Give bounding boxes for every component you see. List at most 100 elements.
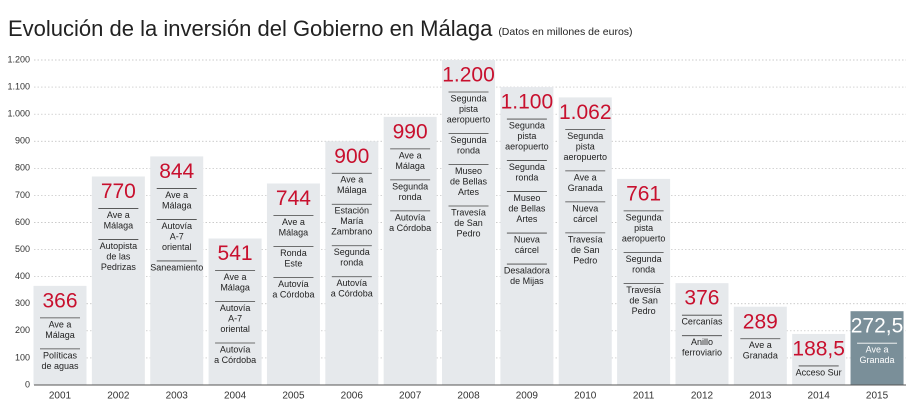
y-tick-label: 400 [15,271,30,281]
x-tick-label: 2013 [749,391,772,402]
y-tick-label: 600 [15,217,30,227]
x-tick-label: 2003 [166,391,189,402]
note-text: Autovía [278,279,309,289]
note-text: cárcel [515,245,539,255]
note-text: aeropuerto [447,114,491,124]
note-text: Segunda [567,131,603,141]
note-text: Segunda [450,135,486,145]
note-text: Pedro [632,306,656,316]
note-text: A-7 [228,313,242,323]
bar [792,333,846,385]
note-text: Autovía [337,278,368,288]
note-text: Pedro [457,228,481,238]
note-text: Segunda [509,120,545,130]
note-text: Nueva [572,203,598,213]
x-tick-label: 2015 [866,391,889,402]
value-label: 541 [218,242,253,265]
note-text: Ronda [280,248,307,258]
note-text: Artes [516,214,538,224]
note-text: Málaga [395,161,425,171]
value-label: 770 [101,180,136,203]
bar [266,183,320,385]
bar [91,176,145,385]
note-text: Autopista [100,241,138,251]
note-text: Pedrizas [101,262,137,272]
value-label: 761 [626,182,661,205]
note-text: oriental [220,324,250,334]
y-tick-label: 1.000 [7,109,30,119]
note-text: ronda [457,145,480,155]
note-text: Segunda [626,212,662,222]
note-text: de San [571,245,600,255]
note-text: de Bellas [450,176,488,186]
note-text: Museo [513,193,540,203]
note-text: de aguas [41,361,79,371]
note-text: Granada [860,355,895,365]
note-text: Málaga [162,200,192,210]
note-text: Pedro [573,255,597,265]
note-text: Segunda [450,93,486,103]
bar [208,238,262,385]
y-tick-label: 100 [15,352,30,362]
value-label: 1.100 [501,91,554,114]
value-label: 990 [393,120,428,143]
x-tick-label: 2004 [224,391,247,402]
note-text: pista [459,104,478,114]
note-text: A-7 [170,231,184,241]
note-text: a Córdoba [389,223,431,233]
note-text: Acceso Sur [796,367,842,377]
x-tick-label: 2008 [457,391,480,402]
x-tick-label: 2006 [341,391,364,402]
bar [500,87,554,385]
bar [442,60,496,385]
note-text: aeropuerto [563,152,607,162]
note-text: Málaga [337,185,367,195]
x-tick-label: 2010 [574,391,597,402]
bar [383,116,437,385]
note-text: Ave a [866,345,889,355]
note-text: Málaga [279,227,309,237]
note-text: de San [629,295,658,305]
value-label: 744 [276,187,311,210]
note-text: Ave a [574,172,597,182]
note-text: de las [106,251,131,261]
bar [150,156,204,385]
note-text: Estación [335,206,370,216]
note-text: Travesía [451,207,486,217]
note-text: Ave a [340,175,363,185]
note-text: Anillo [691,337,713,347]
note-text: Ave a [282,217,305,227]
value-label: 366 [42,289,77,312]
y-tick-label: 900 [15,136,30,146]
note-text: Granada [568,183,603,193]
note-text: Nueva [514,234,540,244]
bar [558,97,612,385]
note-text: pista [576,141,595,151]
note-text: Segunda [509,162,545,172]
value-label: 844 [159,160,194,183]
note-text: Saneamiento [150,262,203,272]
note-text: Travesía [568,234,603,244]
note-text: Zambrano [331,227,372,237]
y-tick-label: 300 [15,298,30,308]
note-text: ronda [340,258,363,268]
note-text: Autovía [220,303,251,313]
note-text: de San [454,218,483,228]
note-text: pista [634,223,653,233]
note-text: ronda [515,172,538,182]
value-label: 900 [334,145,369,168]
x-tick-label: 2002 [107,391,130,402]
note-text: Ave a [165,190,188,200]
note-text: Museo [455,166,482,176]
x-tick-label: 2011 [633,391,655,402]
note-text: Ave a [224,272,247,282]
note-text: aeropuerto [622,233,666,243]
note-text: aeropuerto [505,141,549,151]
value-label: 289 [743,310,778,333]
x-tick-label: 2001 [49,391,72,402]
note-text: Políticas [43,350,78,360]
y-tick-label: 200 [15,325,30,335]
note-text: ferroviario [682,348,722,358]
y-tick-label: 0 [25,379,30,389]
